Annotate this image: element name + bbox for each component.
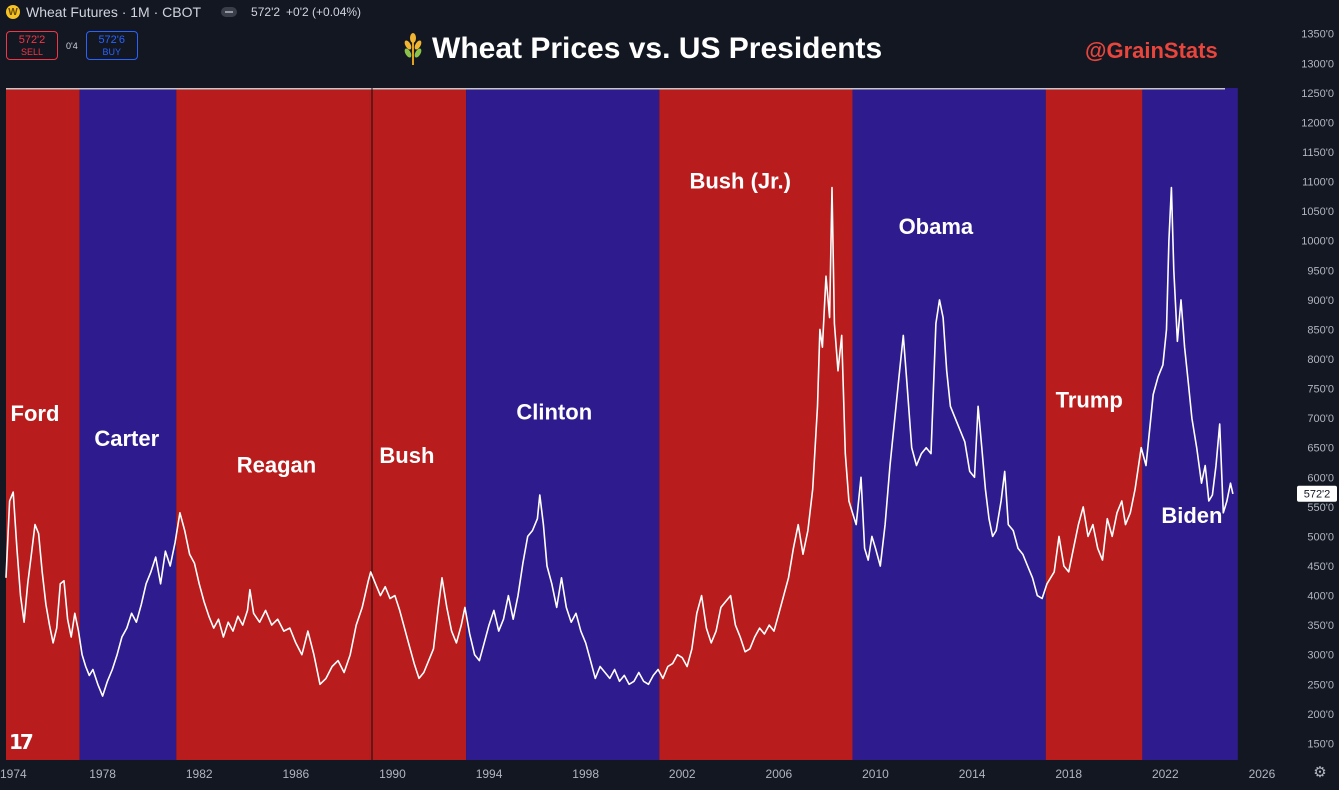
president-label: Bush bbox=[379, 443, 434, 468]
y-tick-label: 1350'0 bbox=[1301, 29, 1334, 41]
x-tick-label: 1978 bbox=[89, 767, 116, 781]
y-tick-label: 700'0 bbox=[1307, 413, 1334, 425]
y-tick-label: 300'0 bbox=[1307, 650, 1334, 662]
president-band-trump bbox=[1045, 88, 1143, 760]
president-band-ford bbox=[6, 88, 80, 760]
y-tick-label: 800'0 bbox=[1307, 354, 1334, 366]
y-tick-label: 950'0 bbox=[1307, 265, 1334, 277]
y-tick-label: 850'0 bbox=[1307, 324, 1334, 336]
president-label: Reagan bbox=[237, 453, 316, 478]
president-band-bush bbox=[369, 88, 467, 760]
president-band-biden bbox=[1142, 88, 1238, 760]
symbol-header[interactable]: W Wheat Futures · 1M · CBOT 572'2 +0'2 (… bbox=[6, 4, 361, 20]
buy-button[interactable]: 572'6 BUY bbox=[85, 31, 138, 60]
y-tick-label: 1200'0 bbox=[1301, 117, 1334, 129]
president-label: Ford bbox=[11, 401, 60, 426]
president-band-carter bbox=[79, 88, 177, 760]
top-border-line bbox=[6, 88, 1225, 90]
x-tick-label: 2002 bbox=[669, 767, 696, 781]
last-price-marker: 572'2 bbox=[1297, 485, 1337, 502]
y-tick-label: 500'0 bbox=[1307, 531, 1334, 543]
president-label: Trump bbox=[1056, 388, 1123, 413]
x-tick-label: 1998 bbox=[572, 767, 599, 781]
president-labels: Ford Carter Reagan Bush Clinton Bush (Jr.) Oba… bbox=[11, 169, 1223, 528]
y-tick-label: 550'0 bbox=[1307, 502, 1334, 514]
last-price-label: 572'2 bbox=[1304, 489, 1331, 501]
y-tick-label: 600'0 bbox=[1307, 472, 1334, 484]
sell-price: 572'2 bbox=[18, 33, 46, 46]
x-tick-label: 2022 bbox=[1152, 767, 1179, 781]
symbol-coin-icon: W bbox=[6, 5, 20, 19]
watermark-handle: @GrainStats bbox=[1085, 38, 1218, 63]
y-tick-label: 200'0 bbox=[1307, 709, 1334, 721]
president-band-reagan bbox=[176, 88, 370, 760]
chart-title-text: Wheat Prices vs. US Presidents bbox=[432, 32, 883, 65]
president-label: Carter bbox=[94, 426, 159, 451]
y-tick-label: 1250'0 bbox=[1301, 88, 1334, 100]
y-tick-label: 1300'0 bbox=[1301, 58, 1334, 70]
president-label: Clinton bbox=[516, 399, 592, 424]
president-label: Obama bbox=[899, 214, 974, 239]
y-tick-label: 350'0 bbox=[1307, 620, 1334, 632]
x-tick-label: 2014 bbox=[959, 767, 986, 781]
x-tick-label: 1982 bbox=[186, 767, 213, 781]
gear-icon[interactable]: ⚙ bbox=[1313, 764, 1327, 781]
president-label: Bush (Jr.) bbox=[689, 169, 790, 194]
president-band-clinton bbox=[466, 88, 660, 760]
x-tick-label: 1974 bbox=[0, 767, 27, 781]
x-tick-label: 1986 bbox=[282, 767, 309, 781]
president-band-obama bbox=[852, 88, 1046, 760]
x-tick-label: 2010 bbox=[862, 767, 889, 781]
y-tick-label: 1000'0 bbox=[1301, 236, 1334, 248]
symbol-name[interactable]: Wheat Futures · 1M · CBOT bbox=[26, 4, 202, 20]
y-tick-label: 250'0 bbox=[1307, 679, 1334, 691]
y-tick-label: 1100'0 bbox=[1302, 177, 1334, 189]
chart-title: Wheat Prices vs. US Presidents bbox=[400, 32, 960, 66]
trade-panel: 572'2 SELL 0'4 572'6 BUY bbox=[6, 31, 138, 60]
price-line bbox=[5, 186, 1234, 697]
y-tick-label: 450'0 bbox=[1307, 561, 1334, 573]
price-change: +0'2 (+0.04%) bbox=[286, 5, 362, 19]
y-tick-label: 650'0 bbox=[1307, 443, 1334, 455]
last-price-box bbox=[1297, 485, 1337, 502]
x-tick-label: 2006 bbox=[766, 767, 793, 781]
market-status-icon[interactable] bbox=[221, 7, 238, 17]
y-tick-label: 400'0 bbox=[1307, 591, 1334, 603]
x-tick-label: 2018 bbox=[1055, 767, 1082, 781]
y-tick-label: 900'0 bbox=[1307, 295, 1334, 307]
sell-button[interactable]: 572'2 SELL bbox=[6, 31, 58, 60]
x-tick-label: 1990 bbox=[379, 767, 406, 781]
x-tick-label: 2026 bbox=[1249, 767, 1276, 781]
y-tick-label: 750'0 bbox=[1307, 384, 1334, 396]
president-label: Biden bbox=[1161, 503, 1222, 528]
buy-price: 572'6 bbox=[98, 33, 126, 46]
y-tick-label: 1050'0 bbox=[1301, 206, 1334, 218]
x-tick-label: 1994 bbox=[476, 767, 503, 781]
spread-value: 0'4 bbox=[66, 40, 78, 51]
sell-label: SELL bbox=[20, 46, 44, 57]
last-price: 572'2 bbox=[251, 5, 281, 19]
y-tick-label: 1150'0 bbox=[1302, 147, 1334, 159]
y-tick-label: 150'0 bbox=[1307, 738, 1334, 750]
wheat-icon bbox=[404, 33, 422, 65]
y-axis: 150'0 200'0 250'0 300'0 350'0 400'0 450'0 500'0… bbox=[1301, 29, 1334, 751]
price-series bbox=[5, 186, 1234, 697]
tradingview-logo[interactable]: 17 bbox=[9, 730, 34, 754]
x-axis: 1974 1978 1982 1986 1990 1994 1998 2002 2006 2010… bbox=[0, 767, 1276, 781]
president-bands bbox=[6, 88, 1238, 760]
buy-label: BUY bbox=[102, 46, 121, 57]
